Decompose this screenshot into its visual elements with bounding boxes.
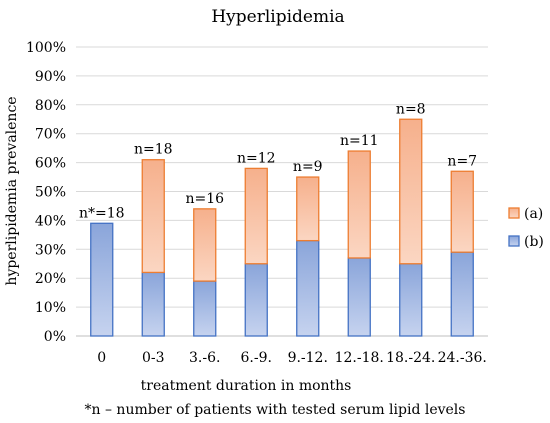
bar-segment-b <box>244 263 268 337</box>
x-tick-label: 6.-9. <box>241 350 272 366</box>
bar-segment-b <box>347 257 371 337</box>
bar-segment-a <box>244 167 268 265</box>
bar-count-label: n=9 <box>293 159 323 175</box>
bar-segment-a <box>450 170 474 253</box>
bar-segment-b <box>296 239 320 337</box>
legend-swatch-b <box>508 235 520 247</box>
x-tick-label: 18.-24. <box>386 350 435 366</box>
chart-title: Hyperlipidemia <box>211 7 344 27</box>
bar-segment-a <box>296 176 320 242</box>
bar-count-label: n=11 <box>340 133 379 149</box>
bars <box>90 118 474 337</box>
gridlines <box>76 46 488 337</box>
x-tick-label: 0-3 <box>142 350 165 366</box>
x-tick-label: 0 <box>97 350 106 366</box>
bar-count-label: n=18 <box>134 142 173 158</box>
y-axis-ticks: 0% 10% 20% 30% 40% 50% 60% 70% 80% 90% 100% <box>26 40 66 345</box>
y-tick-label: 20% <box>35 271 66 287</box>
legend-label: (b) <box>524 234 544 250</box>
bar-segment-b <box>399 263 423 337</box>
y-tick-label: 70% <box>35 127 66 143</box>
y-tick-label: 50% <box>35 185 66 201</box>
legend: (a) (b) <box>508 206 544 250</box>
bar-segment-a <box>141 159 165 274</box>
y-tick-label: 90% <box>35 69 66 85</box>
y-tick-label: 0% <box>44 329 66 345</box>
bar-count-label: n=7 <box>447 153 477 169</box>
bar-segment-a <box>399 118 423 265</box>
bar-segment-b <box>90 222 114 337</box>
x-axis-label: treatment duration in months <box>141 378 352 394</box>
bar-count-label: n*=18 <box>79 205 125 221</box>
bar-segment-a <box>193 208 217 282</box>
bar-segment-a <box>347 150 371 259</box>
y-tick-label: 80% <box>35 98 66 114</box>
bar-count-label: n=12 <box>237 150 276 166</box>
x-tick-label: 3.-6. <box>189 350 220 366</box>
x-tick-label: 12.-18. <box>335 350 384 366</box>
bar-segment-b <box>193 280 217 337</box>
bar-count-label: n=16 <box>185 191 224 207</box>
footnote: *n – number of patients with tested seru… <box>85 402 466 418</box>
x-tick-label: 9.-12. <box>288 350 328 366</box>
y-tick-label: 40% <box>35 213 66 229</box>
bar-segment-b <box>141 271 165 337</box>
bar-count-label: n=8 <box>396 101 426 117</box>
x-tick-label: 24.-36. <box>438 350 487 366</box>
y-tick-label: 10% <box>35 300 66 316</box>
legend-label: (a) <box>524 206 543 222</box>
y-tick-label: 60% <box>35 156 66 172</box>
y-tick-label: 30% <box>35 242 66 258</box>
y-axis-label: hyperlipidemia prevalence <box>4 96 20 285</box>
bar-segment-b <box>450 251 474 337</box>
legend-swatch-a <box>508 207 520 219</box>
bar-labels: n*=18 n=18 n=16 n=12 n=9 n=11 n=8 n=7 <box>79 101 477 221</box>
x-axis-ticks: 0 0-3 3.-6. 6.-9. 9.-12. 12.-18. 18.-24. 24.-36… <box>97 350 487 366</box>
y-tick-label: 100% <box>26 40 66 56</box>
